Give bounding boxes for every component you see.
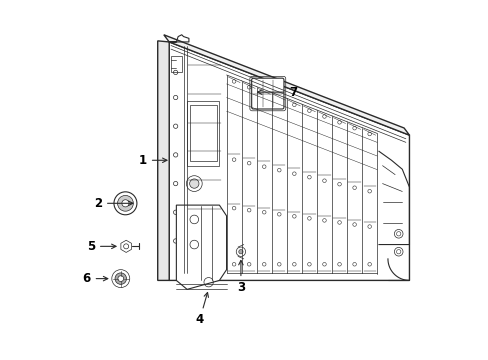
Circle shape <box>238 249 243 254</box>
Circle shape <box>118 276 123 282</box>
Circle shape <box>236 247 245 256</box>
Text: 3: 3 <box>236 260 244 294</box>
Text: 5: 5 <box>86 240 116 253</box>
Text: 2: 2 <box>94 197 133 210</box>
Circle shape <box>122 200 129 207</box>
Polygon shape <box>121 240 131 252</box>
Polygon shape <box>169 42 408 280</box>
Text: 6: 6 <box>82 272 107 285</box>
Polygon shape <box>158 41 169 280</box>
Circle shape <box>112 270 129 288</box>
FancyBboxPatch shape <box>251 78 284 109</box>
Circle shape <box>117 195 133 211</box>
Text: 4: 4 <box>195 293 208 327</box>
Circle shape <box>189 179 199 188</box>
Circle shape <box>186 176 202 192</box>
Circle shape <box>394 247 402 256</box>
Circle shape <box>114 192 137 215</box>
Text: 1: 1 <box>139 154 166 167</box>
Circle shape <box>115 273 126 284</box>
Polygon shape <box>163 35 408 135</box>
Text: 7: 7 <box>257 86 297 99</box>
Polygon shape <box>176 205 226 289</box>
Circle shape <box>394 229 402 238</box>
